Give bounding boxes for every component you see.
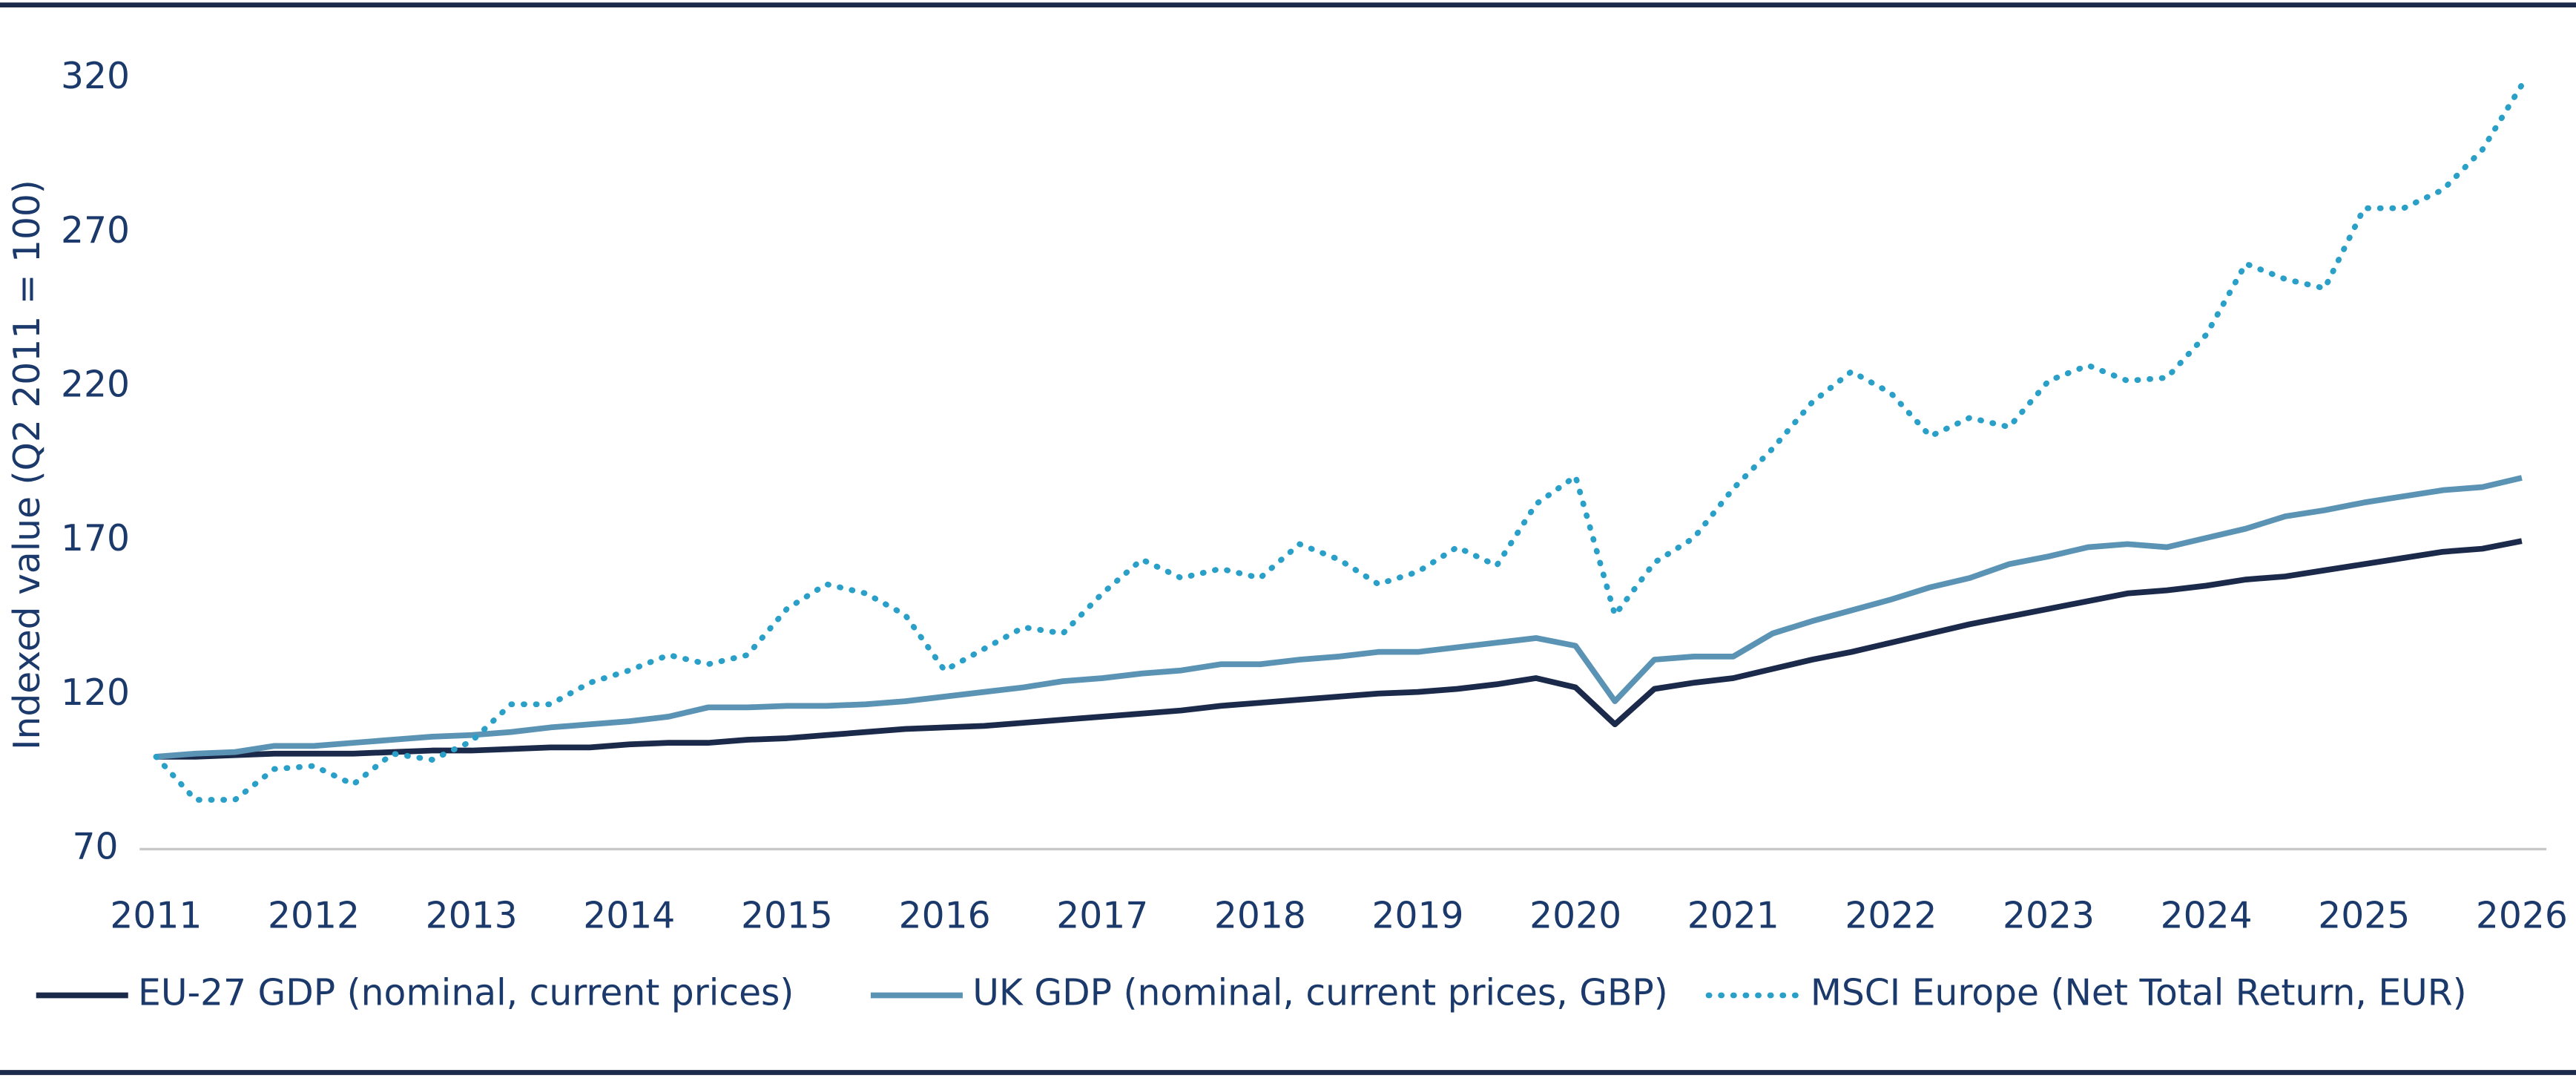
x-tick-label: 2026 xyxy=(2476,895,2568,936)
x-tick-label: 2023 xyxy=(2003,895,2095,936)
x-tick-label: 2019 xyxy=(1371,895,1463,936)
x-tick-label: 2013 xyxy=(426,895,518,936)
y-tick-label: 220 xyxy=(61,364,130,406)
x-tick-label: 2025 xyxy=(2318,895,2410,936)
y-tick-label: 120 xyxy=(61,672,130,714)
legend-label: UK GDP (nominal, current prices, GBP) xyxy=(972,972,1668,1014)
data-line xyxy=(156,538,2523,760)
x-tick-label: 2015 xyxy=(741,895,833,936)
x-tick-label: 2012 xyxy=(268,895,360,936)
legend-label: EU-27 GDP (nominal, current prices) xyxy=(138,972,794,1014)
y-axis-label: Indexed value (Q2 2011 = 100) xyxy=(7,180,48,750)
x-tick-label: 2021 xyxy=(1687,895,1779,936)
x-tick-label: 2020 xyxy=(1529,895,1621,936)
y-tick-label: 170 xyxy=(61,518,130,559)
x-tick-label: 2014 xyxy=(583,895,675,936)
data-line xyxy=(156,475,2523,760)
y-tick-label: 70 xyxy=(72,826,118,867)
y-tick-label: 270 xyxy=(61,210,130,252)
x-tick-label: 2016 xyxy=(899,895,991,936)
data-line xyxy=(153,82,2525,803)
x-tick-label: 2017 xyxy=(1056,895,1148,936)
x-tick-label: 2024 xyxy=(2161,895,2253,936)
legend-label: MSCI Europe (Net Total Return, EUR) xyxy=(1811,972,2467,1014)
x-tick-label: 2018 xyxy=(1214,895,1306,936)
y-tick-label: 320 xyxy=(61,56,130,97)
x-tick-label: 2011 xyxy=(110,895,202,936)
x-tick-label: 2022 xyxy=(1845,895,1937,936)
